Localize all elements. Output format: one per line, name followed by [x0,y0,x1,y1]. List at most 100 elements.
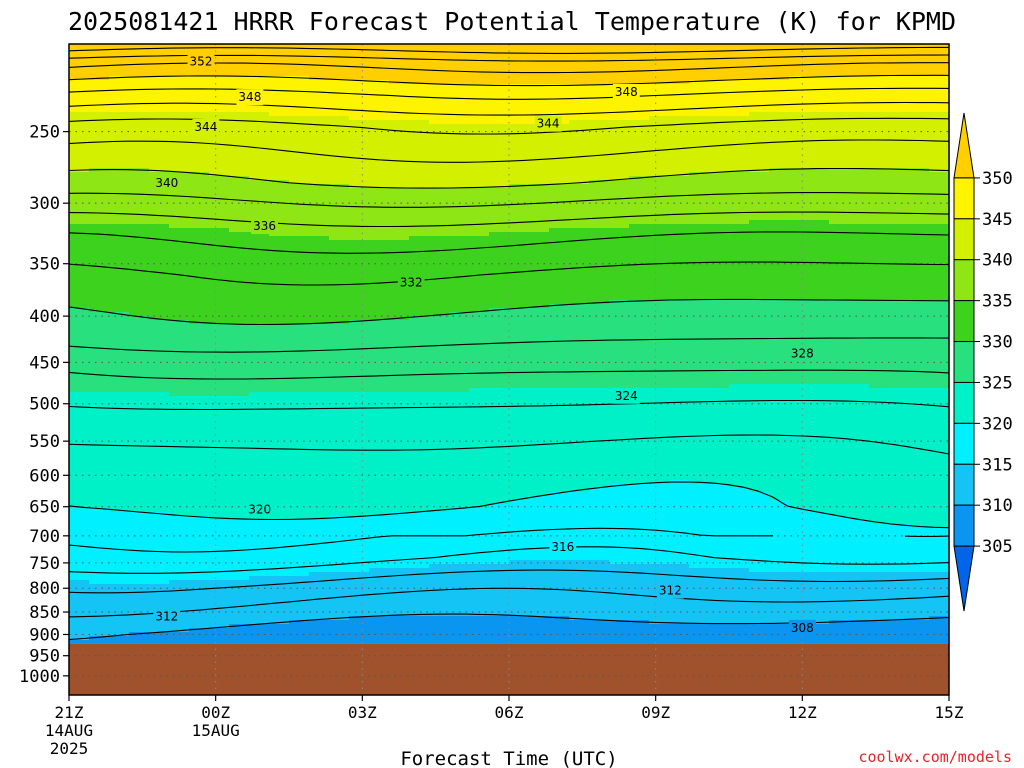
theta-cell [349,216,370,221]
theta-cell [429,388,450,393]
theta-cell [689,224,710,229]
theta-cell [649,156,670,161]
theta-cell [109,148,130,153]
theta-cell [69,472,90,477]
theta-cell [389,456,410,461]
theta-cell [589,312,610,317]
theta-cell [609,340,630,345]
theta-cell [709,584,730,589]
theta-cell [249,44,270,49]
theta-cell [709,488,730,493]
theta-cell [329,272,350,277]
theta-cell [169,244,190,249]
theta-cell [509,176,530,181]
theta-cell [469,416,490,421]
theta-cell [449,364,470,369]
theta-cell [289,588,310,593]
theta-cell [189,440,210,445]
theta-cell [89,460,110,465]
theta-cell [409,580,430,585]
theta-cell [429,104,450,109]
theta-cell [529,344,550,349]
theta-cell [209,384,230,389]
theta-cell [689,116,710,121]
theta-cell [569,476,590,481]
theta-cell [429,320,450,325]
theta-cell [589,260,610,265]
theta-cell [529,68,550,73]
theta-cell [249,312,270,317]
theta-cell [229,464,250,469]
theta-cell [609,324,630,329]
theta-cell [509,84,530,89]
theta-cell [149,488,170,493]
theta-cell [289,244,310,249]
theta-cell [289,532,310,537]
theta-cell [349,368,370,373]
theta-cell [629,568,650,573]
theta-cell [189,328,210,333]
theta-cell [69,232,90,237]
theta-cell [669,324,690,329]
theta-cell [669,412,690,417]
theta-cell [209,408,230,413]
theta-cell [489,544,510,549]
theta-cell [349,220,370,225]
theta-cell [169,396,190,401]
theta-cell [289,308,310,313]
theta-cell [149,584,170,589]
theta-cell [69,304,90,309]
theta-cell [469,172,490,177]
theta-cell [249,348,270,353]
theta-cell [269,208,290,213]
theta-cell [609,320,630,325]
theta-cell [669,640,690,644]
theta-cell [389,520,410,525]
theta-cell [389,184,410,189]
theta-cell [409,184,430,189]
theta-cell [689,576,710,581]
theta-cell [669,108,690,113]
theta-cell [729,52,750,57]
theta-cell [689,392,710,397]
theta-cell [569,448,590,453]
theta-cell [329,484,350,489]
theta-cell [649,404,670,409]
theta-cell [549,56,570,61]
theta-cell [549,292,570,297]
theta-cell [509,584,530,589]
theta-cell [69,420,90,425]
theta-cell [289,180,310,185]
theta-cell [389,84,410,89]
theta-cell [629,600,650,605]
theta-cell [449,464,470,469]
theta-cell [149,572,170,577]
theta-cell [229,84,250,89]
theta-cell [109,532,130,537]
theta-cell [329,300,350,305]
theta-cell [169,420,190,425]
theta-cell [389,548,410,553]
theta-cell [209,452,230,457]
theta-cell [589,568,610,573]
theta-cell [89,248,110,253]
theta-cell [669,428,690,433]
theta-cell [629,136,650,141]
theta-cell [89,372,110,377]
theta-cell [349,112,370,117]
theta-cell [469,576,490,581]
theta-cell [309,56,330,61]
theta-cell [609,184,630,189]
theta-cell [249,352,270,357]
theta-cell [569,364,590,369]
theta-cell [709,92,730,97]
theta-cell [669,116,690,121]
theta-cell [549,148,570,153]
theta-cell [569,540,590,545]
theta-cell [309,300,330,305]
theta-cell [269,548,290,553]
theta-cell [269,288,290,293]
theta-cell [469,144,490,149]
theta-cell [129,404,150,409]
theta-cell [429,124,450,129]
